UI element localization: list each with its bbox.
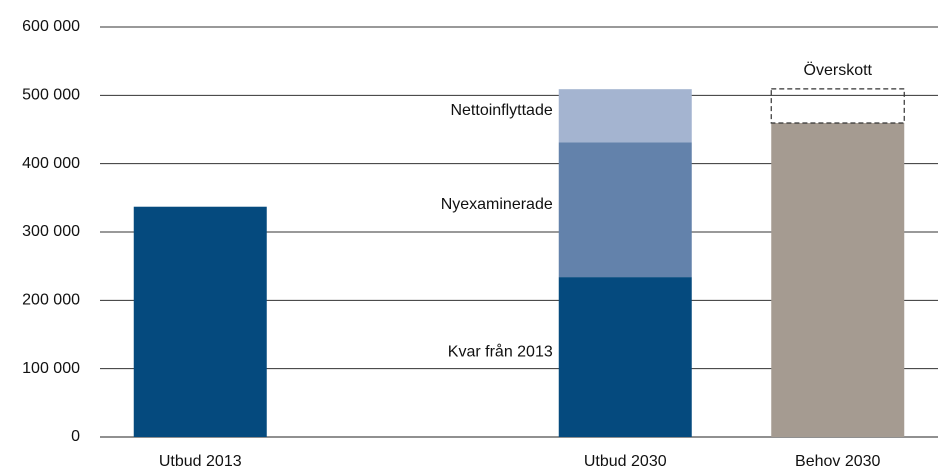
segment-label: Nettoinflyttade	[450, 102, 552, 119]
x-tick-label: Utbud 2013	[159, 453, 242, 470]
y-tick-label: 200 000	[22, 292, 80, 309]
y-tick-label: 600 000	[22, 18, 80, 35]
x-tick-label: Behov 2030	[795, 453, 881, 470]
y-tick-label: 100 000	[22, 360, 80, 377]
y-tick-label: 400 000	[22, 155, 80, 172]
bar-segment	[558, 142, 692, 278]
bar-segment	[558, 89, 692, 143]
y-tick-label: 500 000	[22, 87, 80, 104]
segment-label: Nyexaminerade	[441, 196, 553, 213]
y-tick-label: 0	[71, 428, 80, 445]
bar-segment	[133, 206, 267, 437]
bar-segment	[770, 88, 905, 124]
y-tick-label: 300 000	[22, 223, 80, 240]
bar-segment	[558, 277, 692, 437]
bar-segment	[771, 123, 905, 437]
x-tick-label: Utbud 2030	[584, 453, 667, 470]
segment-label: Kvar från 2013	[448, 342, 553, 360]
segment-label: Överskott	[804, 61, 873, 79]
